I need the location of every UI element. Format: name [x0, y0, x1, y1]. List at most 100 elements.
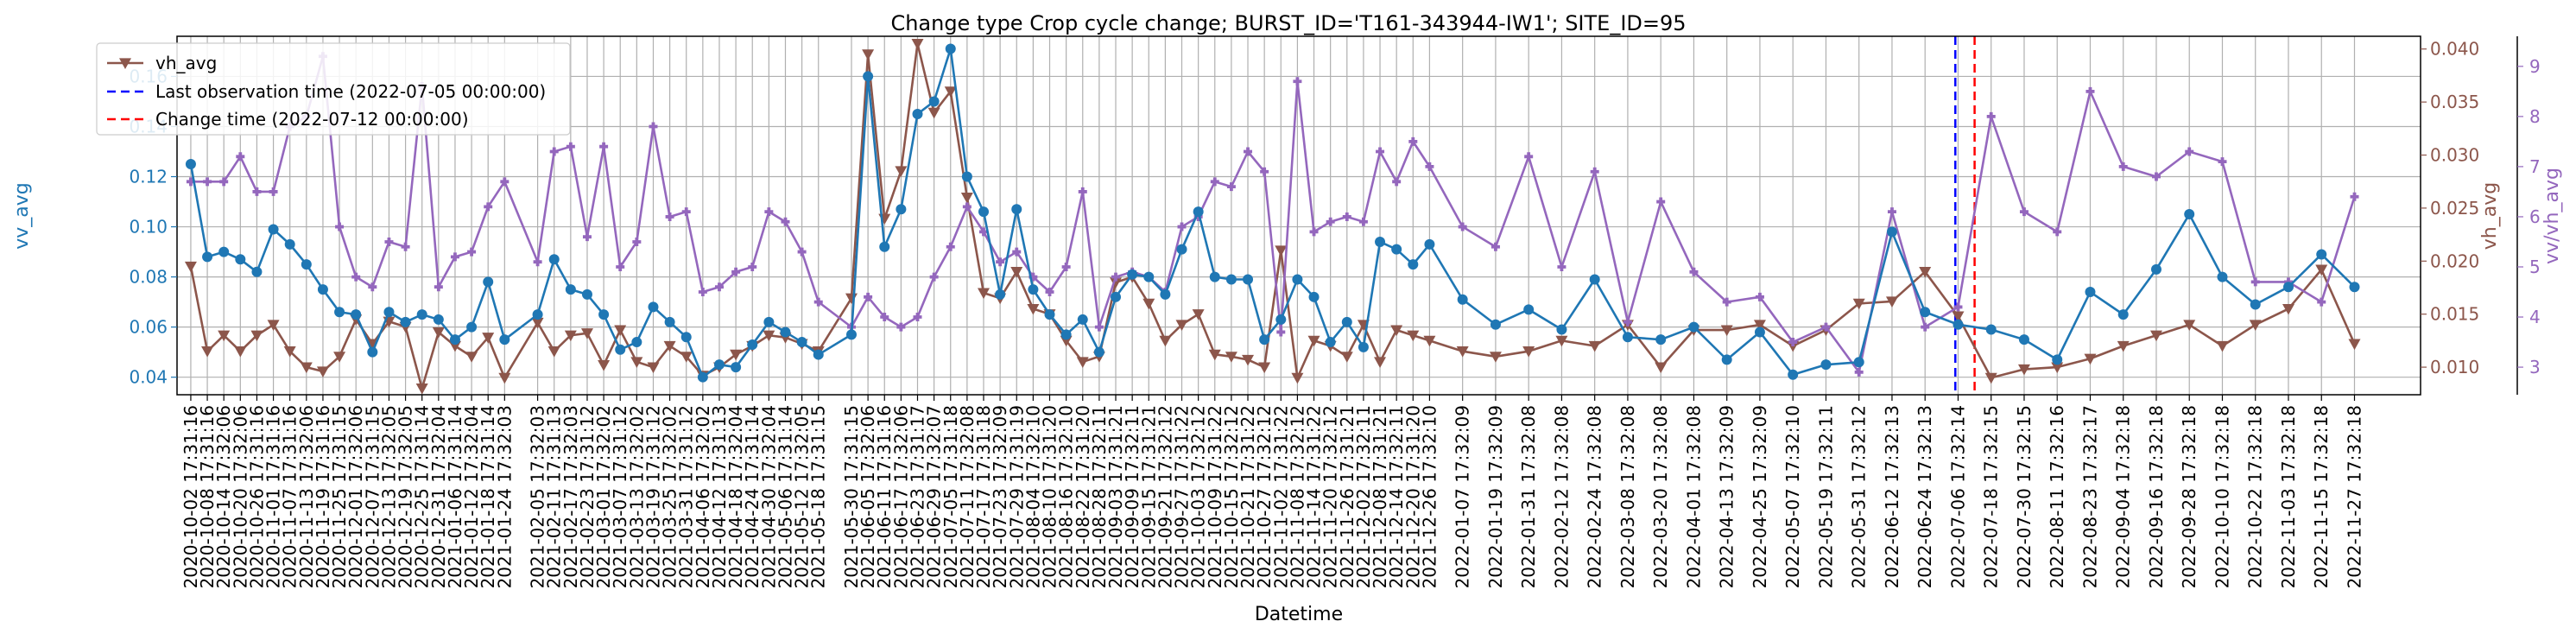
data-point	[203, 177, 212, 187]
x-tick-label: 2021-04-06 17:32:02	[693, 405, 713, 588]
data-point	[2317, 297, 2326, 307]
data-point	[1457, 294, 1468, 305]
x-tick-label: 2022-06-12 17:32:13	[1882, 405, 1902, 588]
data-point	[2085, 86, 2095, 96]
data-point	[415, 384, 428, 395]
data-point	[186, 177, 195, 187]
data-point	[1044, 309, 1055, 320]
y-tick-label-vv: 0.10	[129, 217, 168, 238]
data-point	[1193, 206, 1204, 218]
x-tick-label: 2021-03-07 17:31:12	[610, 405, 630, 588]
x-tick-label: 2021-04-30 17:32:04	[758, 405, 779, 588]
data-point	[1788, 369, 1799, 380]
data-point	[1326, 217, 1335, 226]
data-point	[1688, 321, 1699, 333]
x-tick-label: 2020-11-25 17:31:15	[329, 405, 350, 588]
data-point	[880, 313, 889, 322]
data-point	[1887, 207, 1896, 217]
data-point	[1307, 335, 1320, 347]
data-point	[864, 292, 873, 301]
x-tick-label: 2021-03-01 17:32:02	[593, 405, 614, 588]
x-tick-label: 2021-02-23 17:31:12	[577, 405, 598, 588]
x-tick-label: 2020-12-01 17:32:06	[345, 405, 366, 588]
data-point	[1491, 242, 1500, 251]
x-tick-label: 2021-11-14 17:31:22	[1304, 405, 1325, 588]
data-point	[432, 327, 445, 339]
x-tick-label: 2021-03-31 17:31:12	[676, 405, 697, 588]
x-tick-label: 2020-10-26 17:31:16	[246, 405, 267, 588]
data-point	[532, 309, 543, 320]
data-point	[2053, 227, 2062, 237]
data-point	[1622, 332, 1633, 343]
x-tick-label: 2021-11-02 17:31:22	[1270, 405, 1291, 588]
x-tick-label: 2021-06-11 17:31:16	[874, 405, 895, 588]
y-tick-label-vh: 0.010	[2430, 357, 2479, 377]
data-point	[946, 242, 955, 251]
data-point	[1260, 167, 1269, 176]
data-point	[1192, 309, 1205, 320]
data-point	[252, 187, 262, 196]
data-point	[1854, 367, 1864, 377]
data-point	[747, 339, 758, 350]
series-layer	[184, 38, 2361, 395]
data-point	[1077, 314, 1088, 325]
data-point	[896, 204, 907, 215]
data-point	[1408, 259, 1419, 270]
x-tick-label: 2022-05-31 17:32:12	[1849, 405, 1870, 588]
data-point	[2249, 320, 2262, 331]
data-point	[1029, 272, 1038, 282]
x-tick-label: 2021-06-05 17:32:06	[858, 405, 878, 588]
data-point	[2150, 263, 2161, 275]
data-point	[1209, 271, 1220, 282]
data-point	[1885, 296, 1898, 307]
data-point	[251, 266, 263, 277]
data-point	[1589, 274, 1600, 285]
data-point	[1920, 307, 1931, 318]
data-point	[813, 349, 824, 360]
data-point	[598, 360, 611, 371]
chart-title: Change type Crop cycle change; BURST_ID=…	[890, 11, 1686, 35]
x-tick-label: 2021-06-23 17:31:17	[907, 405, 927, 588]
data-point	[1060, 329, 1072, 340]
data-point	[615, 344, 626, 355]
data-point	[1590, 167, 1599, 176]
data-point	[448, 340, 461, 352]
data-point	[2085, 287, 2096, 298]
x-tick-label: 2021-01-24 17:32:03	[494, 405, 515, 588]
data-point	[730, 349, 743, 361]
plot-frame	[176, 35, 2421, 396]
y-tick-label-vv: 0.04	[129, 367, 168, 388]
data-point	[680, 352, 693, 363]
x-tick-label: 2021-02-11 17:31:13	[544, 405, 565, 588]
data-point	[1821, 322, 1831, 332]
x-tick-label: 2021-12-26 17:32:10	[1419, 405, 1440, 588]
data-point	[317, 284, 328, 295]
data-point	[1340, 352, 1353, 363]
data-point	[1027, 303, 1040, 315]
data-point	[962, 202, 972, 212]
x-tick-label: 2021-08-16 17:32:10	[1056, 405, 1077, 588]
x-tick-label: 2021-04-24 17:31:14	[742, 405, 763, 588]
x-tick-label: 2021-01-06 17:31:14	[445, 405, 465, 588]
data-point	[1425, 162, 1434, 171]
x-tick-label: 2021-12-20 17:31:20	[1402, 405, 1423, 588]
data-point	[2018, 334, 2029, 346]
data-point	[2185, 147, 2194, 156]
x-tick-label: 2020-12-19 17:32:05	[396, 405, 416, 588]
x-tick-label: 2022-06-24 17:32:13	[1915, 405, 1935, 588]
data-point	[663, 340, 676, 352]
data-point	[269, 187, 278, 196]
x-tick-label: 2021-08-22 17:31:20	[1073, 405, 1093, 588]
right-y-axis-ratio: 3 4 5 6 7 8 9	[2516, 36, 2541, 395]
data-point	[383, 307, 395, 318]
legend: vh_avg Last observation time (2022-07-05…	[96, 42, 571, 136]
data-point	[895, 166, 908, 177]
data-point	[401, 242, 410, 251]
data-point	[564, 330, 577, 342]
data-point	[484, 202, 493, 212]
data-point	[2250, 299, 2261, 310]
data-point	[400, 316, 411, 327]
data-point	[647, 362, 660, 374]
data-point	[1407, 330, 1420, 342]
y-tick-label-vv: 0.08	[129, 267, 168, 288]
